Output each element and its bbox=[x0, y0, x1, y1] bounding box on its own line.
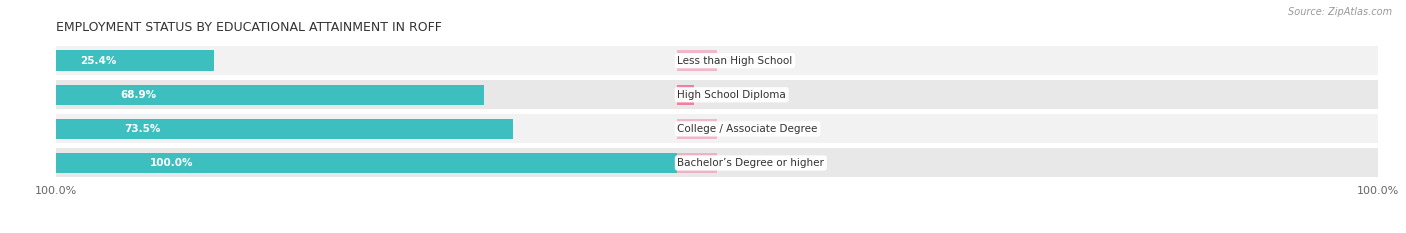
Bar bbox=[678, 153, 717, 173]
Text: High School Diploma: High School Diploma bbox=[678, 90, 786, 100]
Bar bbox=[56, 80, 1378, 109]
Text: 100.0%: 100.0% bbox=[149, 158, 193, 168]
Text: 0.0%: 0.0% bbox=[724, 124, 752, 134]
Text: 73.5%: 73.5% bbox=[125, 124, 162, 134]
Text: Less than High School: Less than High School bbox=[678, 56, 793, 66]
Bar bbox=[56, 46, 1378, 75]
Bar bbox=[56, 119, 513, 139]
Text: 2.4%: 2.4% bbox=[714, 90, 744, 100]
Text: 0.0%: 0.0% bbox=[724, 56, 752, 66]
Bar bbox=[56, 148, 1378, 178]
Bar bbox=[56, 85, 484, 105]
Bar bbox=[678, 51, 717, 71]
Bar bbox=[56, 114, 1378, 143]
Legend: In Labor Force, Unemployed: In Labor Force, Unemployed bbox=[616, 230, 818, 233]
Text: College / Associate Degree: College / Associate Degree bbox=[678, 124, 818, 134]
Text: Source: ZipAtlas.com: Source: ZipAtlas.com bbox=[1288, 7, 1392, 17]
Text: EMPLOYMENT STATUS BY EDUCATIONAL ATTAINMENT IN ROFF: EMPLOYMENT STATUS BY EDUCATIONAL ATTAINM… bbox=[56, 21, 441, 34]
Text: 0.0%: 0.0% bbox=[724, 158, 752, 168]
Text: 25.4%: 25.4% bbox=[80, 56, 117, 66]
Bar bbox=[56, 51, 214, 71]
Text: 68.9%: 68.9% bbox=[121, 90, 156, 100]
Text: Bachelor’s Degree or higher: Bachelor’s Degree or higher bbox=[678, 158, 824, 168]
Bar bbox=[56, 153, 678, 173]
Bar bbox=[678, 119, 717, 139]
Bar bbox=[678, 85, 695, 105]
